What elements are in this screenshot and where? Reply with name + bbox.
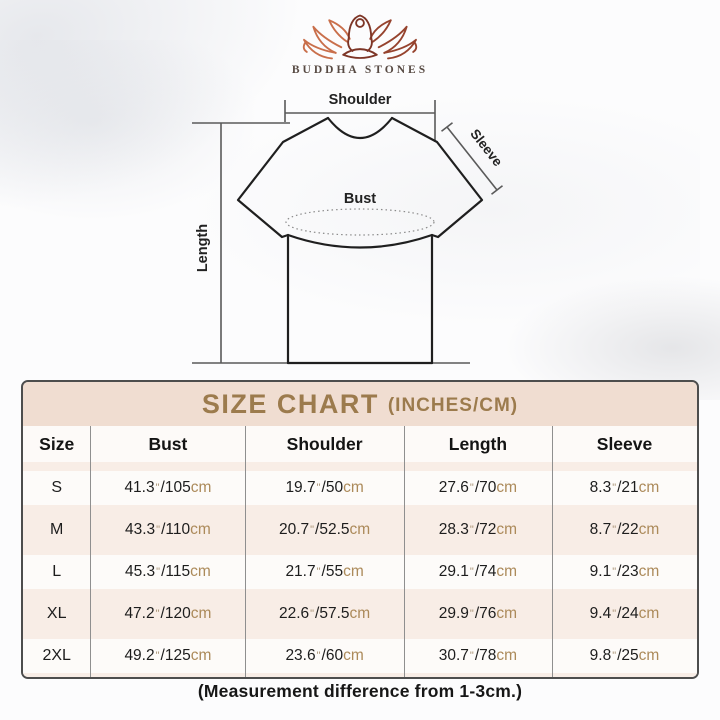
- column-header-shoulder: Shoulder: [286, 433, 363, 454]
- brand-logo: BUDDHA STONES: [290, 12, 430, 76]
- size-cell: M: [50, 521, 64, 538]
- sleeve-value-cell: 8.3 "/21 cm: [589, 479, 660, 496]
- measurement-footnote: (Measurement difference from 1-3cm.): [197, 681, 523, 701]
- length-value-cell: 29.9 "/76 cm: [438, 605, 518, 622]
- length-value-cell: 28.3 "/72 cm: [438, 521, 518, 538]
- shoulder-value-cell: 21.7 "/55 cm: [285, 563, 364, 580]
- table-header-row: Size Bust Shoulder Length Sleeve: [23, 426, 697, 467]
- table-row-xl: XL 47.2 "/120 cm 22.6 "/57.5 cm 29.9 "/76 cm 9.4 " /…: [23, 593, 697, 635]
- size-chart-title-bar: SIZE CHART (INCHES/CM): [23, 382, 697, 426]
- size-cell: 2XL: [42, 647, 71, 664]
- column-divider: [90, 426, 92, 677]
- length-label: Length: [195, 224, 211, 272]
- length-value-cell: 27.6 "/70 cm: [438, 479, 518, 496]
- tshirt-measurement-diagram: Shoulder Length Sleeve: [180, 88, 520, 380]
- table-row-2xl: 2XL 49.2 "/125 cm 23.6 "/60 cm 30.7 "/78 cm 9.8 "/2…: [23, 635, 697, 677]
- table-row-s: S 41.3 "/105 cm 19.7 "/50 cm 27.6 "/70 cm 8.3 "/21 c…: [23, 467, 697, 509]
- column-divider: [403, 426, 405, 677]
- size-chart-title: SIZE CHART: [201, 388, 379, 419]
- size-cell: XL: [46, 605, 67, 622]
- bust-value-cell: 45.3 "/115 cm: [125, 563, 211, 580]
- shoulder-value-cell: 23.6 "/60 cm: [285, 647, 364, 664]
- lotus-meditation-icon: [302, 14, 418, 60]
- size-cell: S: [51, 479, 63, 496]
- sleeve-label: Sleeve: [467, 126, 505, 169]
- shoulder-value-cell: 22.6 "/57.5 cm: [278, 605, 371, 622]
- table-row-m: M 43.3 "/110 cm 20.7 "/52.5 cm 28.3 "/72 cm 8.7 "/2…: [23, 509, 697, 551]
- shoulder-value-cell: 19.7 "/50 cm: [285, 479, 364, 496]
- bust-value-cell: 43.3 "/110 cm: [125, 521, 211, 538]
- column-header-bust: Bust: [148, 433, 188, 454]
- sleeve-value-cell: 9.4 "/24 cm: [589, 605, 660, 622]
- length-value-cell: 29.1 "/74 cm: [438, 563, 518, 580]
- brand-name: BUDDHA STONES: [291, 64, 429, 76]
- size-chart-title-units: (INCHES/CM): [387, 394, 519, 416]
- length-value-cell: 30.7 "/78 cm: [438, 647, 518, 664]
- size-chart-table: SIZE CHART (INCHES/CM) Size Bust Shoulder L…: [21, 380, 699, 679]
- shoulder-value-cell: 20.7 "/52.5 cm: [278, 521, 371, 538]
- size-cell: L: [52, 563, 62, 580]
- size-chart-body: Size Bust Shoulder Length Sleeve S 41.3 "/105 cm…: [23, 426, 697, 677]
- column-divider: [245, 426, 247, 677]
- bust-dotted-ellipse: [285, 208, 435, 236]
- bust-value-cell: 41.3 "/105 cm: [124, 479, 212, 496]
- column-header-length: Length: [448, 433, 508, 454]
- shoulder-measure-line: [284, 100, 436, 142]
- sleeve-value-cell: 8.7 "/22 cm: [589, 521, 660, 538]
- length-measure-line: [192, 122, 470, 364]
- column-header-sleeve: Sleeve: [596, 433, 653, 454]
- table-row-l: L 45.3 "/115 cm 21.7 "/55 cm 29.1 "/74 cm 9.1 "/23 c…: [23, 551, 697, 593]
- column-header-size: Size: [39, 433, 75, 454]
- tshirt-outline: [236, 116, 484, 365]
- sleeve-value-cell: 9.1 "/23 cm: [589, 563, 660, 580]
- sleeve-value-cell: 9.8 "/25 cm: [589, 647, 660, 664]
- sleeve-measure-line: [441, 122, 503, 195]
- bust-value-cell: 49.2 "/125 cm: [124, 647, 212, 664]
- bust-value-cell: 47.2 "/120 cm: [124, 605, 212, 622]
- shoulder-label: Shoulder: [329, 92, 392, 108]
- bust-label: Bust: [344, 191, 376, 207]
- column-divider: [552, 426, 554, 677]
